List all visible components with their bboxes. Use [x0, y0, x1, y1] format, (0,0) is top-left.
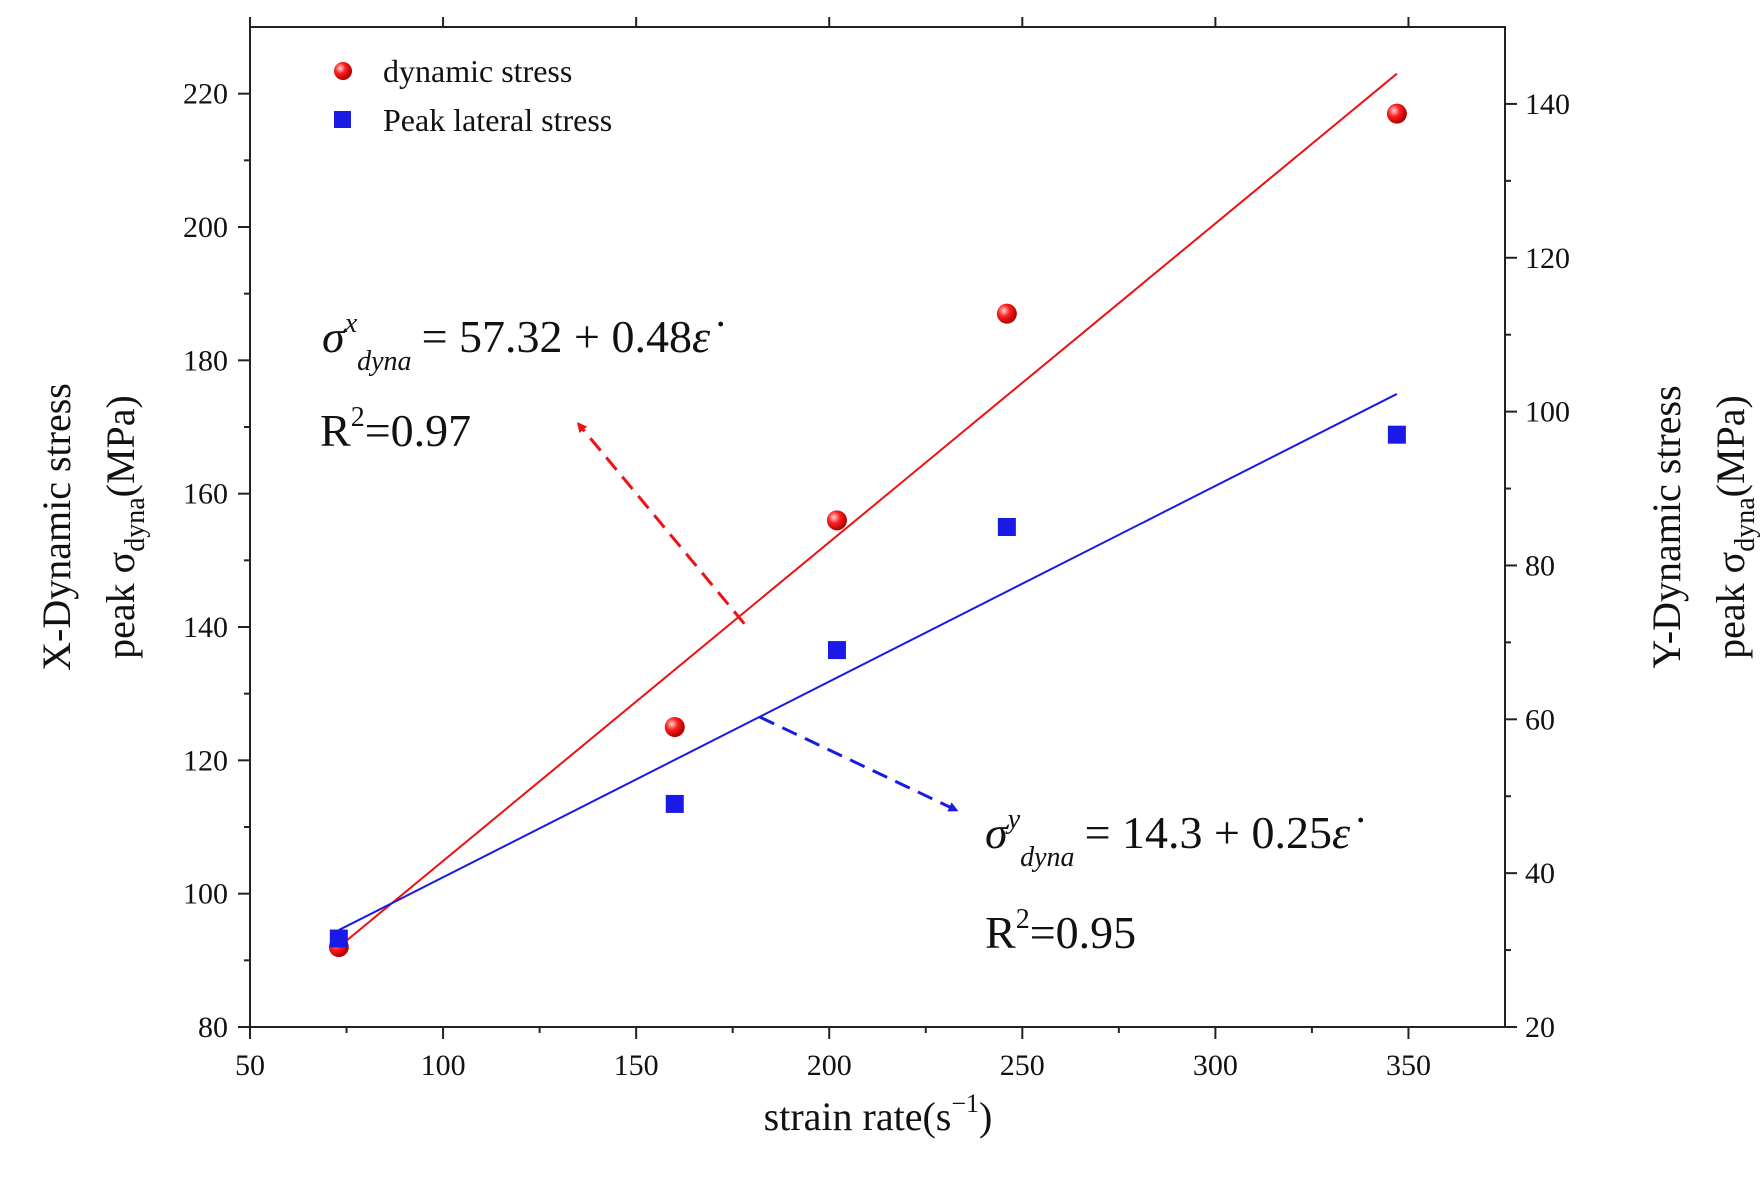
y-right-tick-label: 140 — [1525, 88, 1570, 121]
legend-label-peak-lateral-stress: Peak lateral stress — [383, 102, 612, 138]
x-tick-label: 100 — [421, 1049, 466, 1082]
eq-x-eps: ε̇ — [692, 311, 724, 362]
eq-y-eps: ε̇ — [1332, 807, 1364, 858]
point-peak-lateral-stress — [997, 518, 1016, 536]
y-left-tick-label: 180 — [183, 344, 228, 377]
point-peak-lateral-stress — [329, 929, 348, 948]
y-right-tick-label: 40 — [1525, 857, 1555, 890]
x-axis-top-ticks — [249, 17, 1410, 27]
eq-y-rhs: = 14.3 + 0.25 — [1085, 807, 1332, 858]
eq-y-sigma: σ — [985, 807, 1010, 858]
annotation-arrow-x — [576, 422, 746, 625]
point-dynamic-stress — [1386, 103, 1407, 124]
fit-line-dynamic-stress — [338, 72, 1398, 948]
y-right-tick-label: 120 — [1525, 242, 1570, 275]
eq-y-sup: y — [1005, 804, 1021, 835]
plot-frame — [249, 26, 1506, 1028]
y-left-tick-label: 200 — [183, 211, 228, 244]
svg-text:peak σdyna(MPa): peak σdyna(MPa) — [1708, 395, 1761, 659]
eq-x-sigma: σ — [322, 311, 347, 362]
svg-text:X-Dynamic stress: X-Dynamic stress — [34, 383, 79, 671]
y-left-tick-label: 140 — [183, 611, 228, 644]
x-tick-label: 200 — [807, 1049, 852, 1082]
y-right-tick-label: 100 — [1525, 396, 1570, 429]
svg-text:Y-Dynamic stress: Y-Dynamic stress — [1644, 385, 1689, 668]
legend-label-dynamic-stress: dynamic stress — [383, 53, 572, 89]
y-left-tick-label: 100 — [183, 878, 228, 911]
x-tick-label: 150 — [614, 1049, 659, 1082]
x-tick-label: 300 — [1193, 1049, 1238, 1082]
y-left-tick-label: 80 — [198, 1011, 228, 1044]
fit-line-peak-lateral-stress — [338, 393, 1398, 931]
y-axis-right-title: Y-Dynamic stress peak σdyna(MPa) — [1644, 385, 1761, 668]
eq-y-sub: dyna — [1020, 842, 1074, 873]
x-axis-title: strain rate(s−1) — [764, 1089, 993, 1139]
y-axis-left-ticks: 80 100 120 140 160 180 200 220 — [183, 78, 250, 1044]
svg-text:R2=0.95: R2=0.95 — [985, 904, 1136, 958]
eq-x-sub: dyna — [357, 346, 411, 377]
point-dynamic-stress — [664, 717, 685, 737]
eq-y-r2-value: =0.95 — [1030, 907, 1136, 958]
svg-text:σxdyna= 57.32 + 0.48ε̇: σx dyna = 57.32 + 0.48ε̇ — [322, 308, 724, 377]
y-right-tick-label: 60 — [1525, 703, 1555, 736]
eq-y-r2-prefix: R — [985, 907, 1016, 958]
annotation-arrows — [576, 422, 959, 812]
legend: dynamic stress Peak lateral stress — [334, 53, 612, 138]
eq-x-r2-sup: 2 — [351, 402, 365, 433]
svg-text:peak σdyna(MPa): peak σdyna(MPa) — [98, 395, 151, 659]
annotation-arrow-y — [759, 715, 959, 812]
y-left-tick-label: 120 — [183, 744, 228, 777]
point-peak-lateral-stress — [665, 794, 684, 813]
svg-text:R2=0.97: R2=0.97 — [320, 402, 471, 456]
point-peak-lateral-stress — [827, 641, 846, 660]
x-tick-label: 50 — [235, 1049, 265, 1082]
eq-x-r2-value: =0.97 — [365, 405, 471, 456]
y-axis-right-ticks: 20 40 60 80 100 120 140 — [1505, 88, 1570, 1044]
x-tick-label: 250 — [1000, 1049, 1045, 1082]
data-points — [328, 103, 1407, 957]
equation-y: σy dyna = 14.3 + 0.25ε̇ R2=0.95 — [985, 804, 1364, 958]
y-left-tick-label: 220 — [183, 78, 228, 111]
point-dynamic-stress — [996, 303, 1017, 324]
y-right-tick-label: 20 — [1525, 1011, 1555, 1044]
eq-y-r2-sup: 2 — [1016, 904, 1030, 935]
svg-text:σydyna= 14.3 + 0.25ε̇: σy dyna = 14.3 + 0.25ε̇ — [985, 804, 1364, 873]
eq-x-rhs: = 57.32 + 0.48 — [422, 311, 692, 362]
y-axis-left-title: X-Dynamic stress peak σdyna(MPa) — [34, 383, 151, 671]
legend-marker-peak-lateral-stress — [334, 111, 351, 128]
eq-x-sup: x — [344, 308, 358, 339]
equation-x: σx dyna = 57.32 + 0.48ε̇ R2=0.97 — [320, 308, 724, 456]
fit-lines — [338, 72, 1398, 948]
point-peak-lateral-stress — [1387, 425, 1406, 444]
legend-marker-dynamic-stress — [334, 62, 352, 80]
y-left-tick-label: 160 — [183, 478, 228, 511]
y-right-tick-label: 80 — [1525, 549, 1555, 582]
point-dynamic-stress — [826, 510, 847, 531]
x-axis-ticks: 50 100 150 200 250 300 350 — [235, 1027, 1431, 1082]
x-tick-label: 350 — [1386, 1049, 1431, 1082]
eq-x-r2-prefix: R — [320, 405, 351, 456]
